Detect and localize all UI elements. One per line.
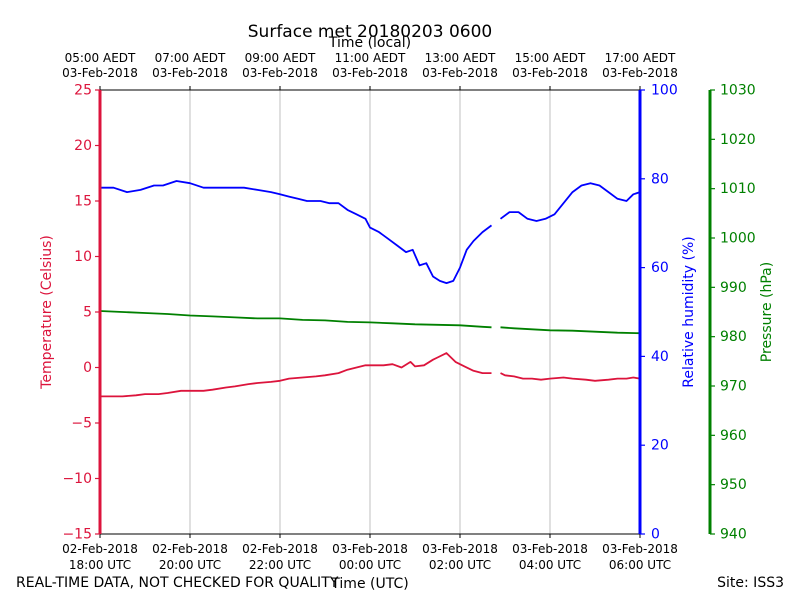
bottom-tick-date: 03-Feb-2018 xyxy=(512,542,588,556)
temperature-series-line xyxy=(100,352,492,398)
humidity-series-line xyxy=(100,180,493,285)
humidity-tick-label: 60 xyxy=(651,260,669,276)
top-tick-date: 03-Feb-2018 xyxy=(332,66,408,80)
bottom-tick-date: 02-Feb-2018 xyxy=(62,542,138,556)
top-tick-date: 03-Feb-2018 xyxy=(152,66,228,80)
temperature-tick-label: 15 xyxy=(74,194,92,210)
pressure-series-line xyxy=(500,326,641,335)
bottom-tick-date: 02-Feb-2018 xyxy=(242,542,318,556)
grid-lines xyxy=(189,90,551,534)
chart-title: Surface met 20180203 0600 xyxy=(248,22,492,42)
pressure-tick-label: 950 xyxy=(720,477,747,493)
temperature-tick-label: 25 xyxy=(74,83,92,99)
pressure-tick-label: 1000 xyxy=(720,231,756,247)
temperature-series-line xyxy=(500,372,641,382)
bottom-tick-time: 00:00 UTC xyxy=(339,558,401,572)
top-tick-time: 07:00 AEDT xyxy=(155,51,226,65)
temperature-tick-label: 0 xyxy=(83,360,92,376)
top-tick-date: 03-Feb-2018 xyxy=(422,66,498,80)
humidity-tick-label: 80 xyxy=(651,171,669,187)
series-group xyxy=(99,180,641,398)
pressure-tick-label: 1020 xyxy=(720,132,756,148)
bottom-tick-time: 20:00 UTC xyxy=(159,558,221,572)
pressure-tick-label: 1030 xyxy=(720,83,756,99)
top-tick-time: 17:00 AEDT xyxy=(605,51,676,65)
top-axis-label: Time (local) xyxy=(328,35,411,51)
humidity-tick-label: 20 xyxy=(651,438,669,454)
quality-disclaimer: REAL-TIME DATA, NOT CHECKED FOR QUALITY xyxy=(16,575,339,591)
x-axis-label: Time (UTC) xyxy=(330,576,408,592)
humidity-tick-label: 0 xyxy=(651,527,660,543)
temperature-tick-label: −10 xyxy=(62,471,92,487)
temperature-tick-label: 5 xyxy=(83,305,92,321)
bottom-tick-date: 03-Feb-2018 xyxy=(602,542,678,556)
top-tick-time: 13:00 AEDT xyxy=(425,51,496,65)
site-label: Site: ISS3 xyxy=(717,575,784,591)
top-tick-date: 03-Feb-2018 xyxy=(512,66,588,80)
pressure-axis-label: Pressure (hPa) xyxy=(759,262,775,362)
temperature-axis-label: Temperature (Celsius) xyxy=(39,235,55,390)
pressure-tick-label: 980 xyxy=(720,329,747,345)
top-tick-date: 03-Feb-2018 xyxy=(242,66,318,80)
top-tick-date: 03-Feb-2018 xyxy=(62,66,138,80)
plot-frame xyxy=(98,89,712,535)
temperature-tick-label: −5 xyxy=(71,416,92,432)
bottom-tick-time: 02:00 UTC xyxy=(429,558,491,572)
bottom-tick-date: 02-Feb-2018 xyxy=(152,542,228,556)
top-tick-time: 15:00 AEDT xyxy=(515,51,586,65)
top-tick-date: 03-Feb-2018 xyxy=(602,66,678,80)
pressure-tick-label: 990 xyxy=(720,280,747,296)
bottom-tick-time: 18:00 UTC xyxy=(69,558,131,572)
bottom-tick-date: 03-Feb-2018 xyxy=(332,542,408,556)
pressure-tick-label: 1010 xyxy=(720,181,756,197)
humidity-axis-label: Relative humidity (%) xyxy=(681,236,697,387)
pressure-series-line xyxy=(99,310,492,329)
pressure-tick-label: 940 xyxy=(720,527,747,543)
temperature-tick-label: −15 xyxy=(62,527,92,543)
bottom-tick-time: 04:00 UTC xyxy=(519,558,581,572)
axes-group: 02-Feb-2018 18:00 UTC 02-Feb-2018 20:00 UTC… xyxy=(62,51,756,572)
bottom-tick-date: 03-Feb-2018 xyxy=(422,542,498,556)
humidity-tick-label: 100 xyxy=(651,83,678,99)
temperature-tick-label: 20 xyxy=(74,138,92,154)
pressure-tick-label: 960 xyxy=(720,428,747,444)
top-tick-time: 05:00 AEDT xyxy=(65,51,136,65)
bottom-tick-time: 06:00 UTC xyxy=(609,558,671,572)
pressure-tick-label: 970 xyxy=(720,379,747,395)
humidity-series-line xyxy=(499,182,641,222)
humidity-tick-label: 40 xyxy=(651,349,669,365)
top-tick-time: 11:00 AEDT xyxy=(335,51,406,65)
top-tick-time: 09:00 AEDT xyxy=(245,51,316,65)
bottom-tick-time: 22:00 UTC xyxy=(249,558,311,572)
temperature-tick-label: 10 xyxy=(74,249,92,265)
